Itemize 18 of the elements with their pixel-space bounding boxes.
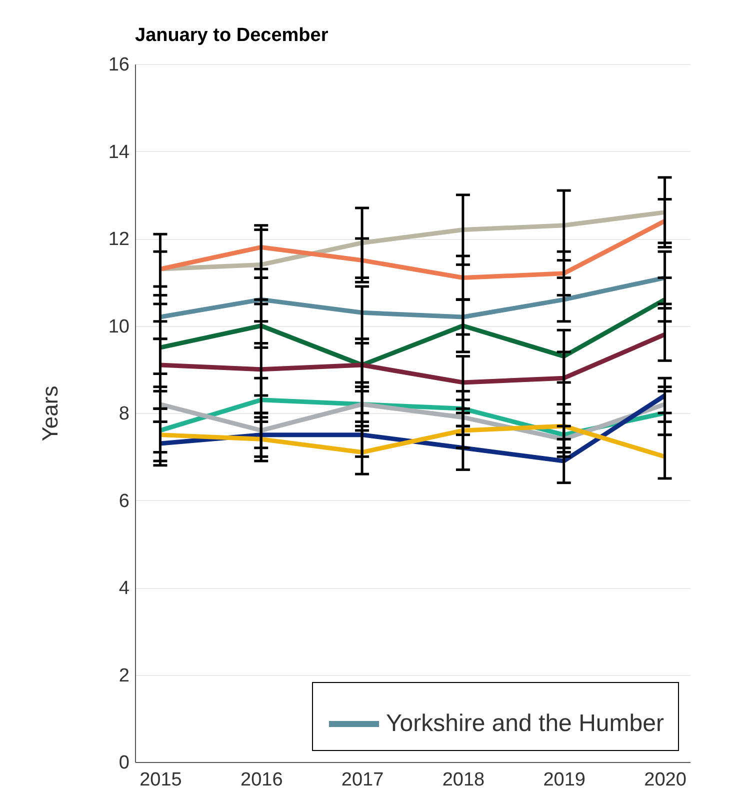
x-tick-label: 2016 xyxy=(240,770,283,790)
legend-label: Yorkshire and the Humber xyxy=(386,710,664,737)
y-tick-label: 8 xyxy=(118,404,130,424)
x-tick-label: 2019 xyxy=(543,770,586,790)
y-tick-label: 10 xyxy=(108,316,130,338)
chart-title: January to December xyxy=(135,25,329,46)
y-tick-label: 16 xyxy=(108,54,130,76)
x-tick-label: 2020 xyxy=(644,770,686,790)
y-tick-label: 0 xyxy=(118,752,130,774)
y-tick-label: 14 xyxy=(108,142,130,163)
y-tick-label: 12 xyxy=(108,229,130,250)
y-tick-label: 2 xyxy=(118,665,130,686)
x-tick-label: 2017 xyxy=(341,770,384,790)
y-axis-title: Years xyxy=(38,386,62,442)
y-tick-label: 6 xyxy=(118,490,130,512)
y-tick-label: 4 xyxy=(118,578,130,599)
x-tick-label: 2018 xyxy=(442,770,485,790)
x-tick-label: 2015 xyxy=(140,770,182,790)
